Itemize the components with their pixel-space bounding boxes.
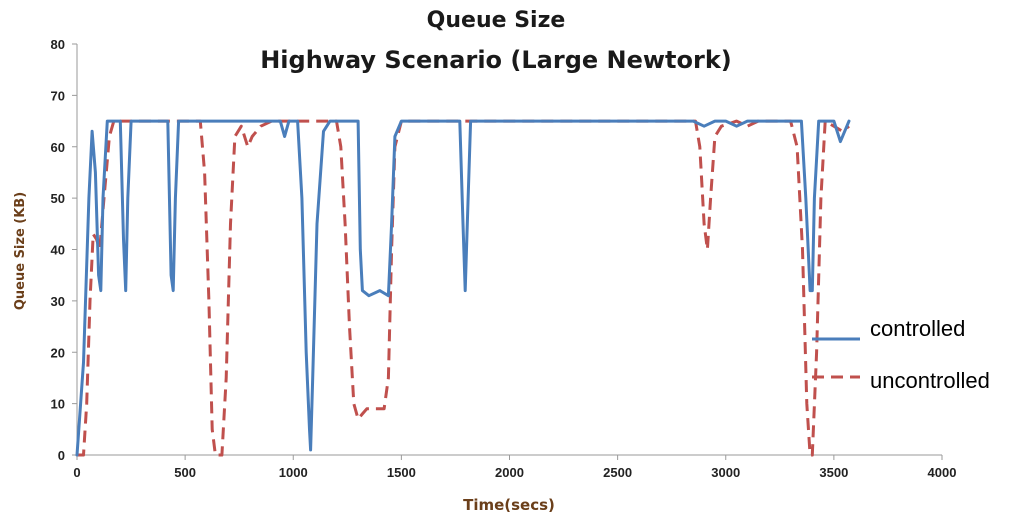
series-group	[75, 119, 851, 457]
axes: 0 500 1000 1500 2000 2500 3000 3500 4000 0 10 20 30 4…	[51, 37, 957, 480]
y-tick-label: 80	[51, 37, 65, 52]
chart-title: Queue Size	[427, 8, 566, 33]
y-tick-label: 20	[51, 345, 65, 360]
x-tick-label: 1000	[279, 465, 308, 480]
y-tick-label: 40	[51, 243, 65, 258]
x-tick-label: 2000	[495, 465, 524, 480]
series-line-controlled	[75, 119, 851, 457]
x-tick-label: 500	[174, 465, 196, 480]
legend-label-uncontrolled: uncontrolled	[870, 368, 990, 393]
y-tick-label: 60	[51, 140, 65, 155]
x-tick-label: 1500	[387, 465, 416, 480]
x-tick-label: 4000	[928, 465, 957, 480]
y-tick-label: 30	[51, 294, 65, 309]
y-axis-label: Queue Size (KB)	[13, 192, 28, 310]
x-tick-label: 3500	[819, 465, 848, 480]
x-tick-label: 3000	[711, 465, 740, 480]
series-line-uncontrolled	[77, 119, 850, 457]
legend: controlled uncontrolled	[812, 316, 990, 393]
chart-subtitle: Highway Scenario (Large Newtork)	[260, 46, 732, 74]
x-axis-label: Time(secs)	[463, 496, 555, 514]
y-tick-label: 10	[51, 397, 65, 412]
y-tick-label: 50	[51, 191, 65, 206]
y-tick-label: 70	[51, 88, 65, 103]
legend-label-controlled: controlled	[870, 316, 965, 341]
x-tick-label: 2500	[603, 465, 632, 480]
x-tick-label: 0	[73, 465, 80, 480]
y-tick-label: 0	[58, 448, 65, 463]
